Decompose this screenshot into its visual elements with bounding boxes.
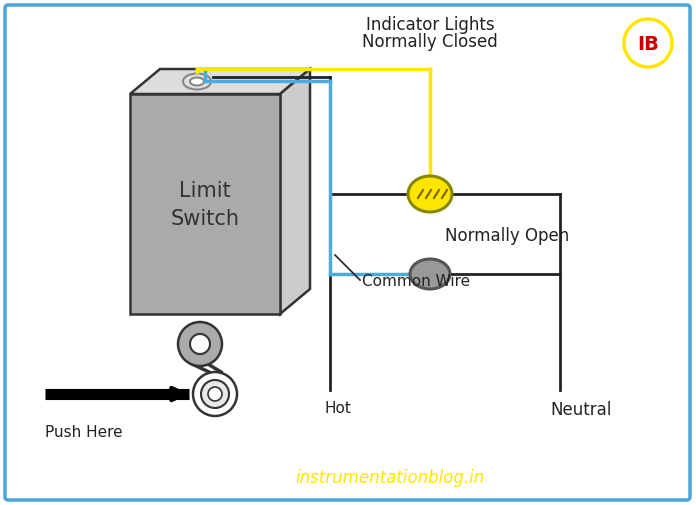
- Text: Common Wire: Common Wire: [362, 273, 470, 288]
- Circle shape: [190, 334, 210, 355]
- Circle shape: [624, 20, 672, 68]
- Text: Push Here: Push Here: [45, 424, 122, 439]
- Bar: [130, 95, 280, 315]
- Polygon shape: [130, 70, 310, 95]
- Text: Neutral: Neutral: [550, 400, 611, 418]
- Ellipse shape: [408, 177, 452, 213]
- Text: Normally Open: Normally Open: [445, 227, 569, 244]
- Ellipse shape: [183, 74, 211, 90]
- Text: Normally Closed: Normally Closed: [362, 33, 498, 51]
- Circle shape: [208, 387, 222, 401]
- Circle shape: [201, 380, 229, 408]
- Ellipse shape: [190, 78, 204, 86]
- Ellipse shape: [410, 260, 450, 289]
- FancyBboxPatch shape: [5, 6, 690, 500]
- Text: instrumentationblog.in: instrumentationblog.in: [295, 468, 484, 486]
- Text: IB: IB: [637, 34, 659, 54]
- Text: Limit
Switch: Limit Switch: [171, 181, 239, 229]
- Text: Indicator Lights: Indicator Lights: [365, 16, 494, 34]
- Circle shape: [193, 372, 237, 416]
- Polygon shape: [280, 70, 310, 315]
- Text: Hot: Hot: [325, 400, 352, 415]
- Circle shape: [178, 322, 222, 366]
